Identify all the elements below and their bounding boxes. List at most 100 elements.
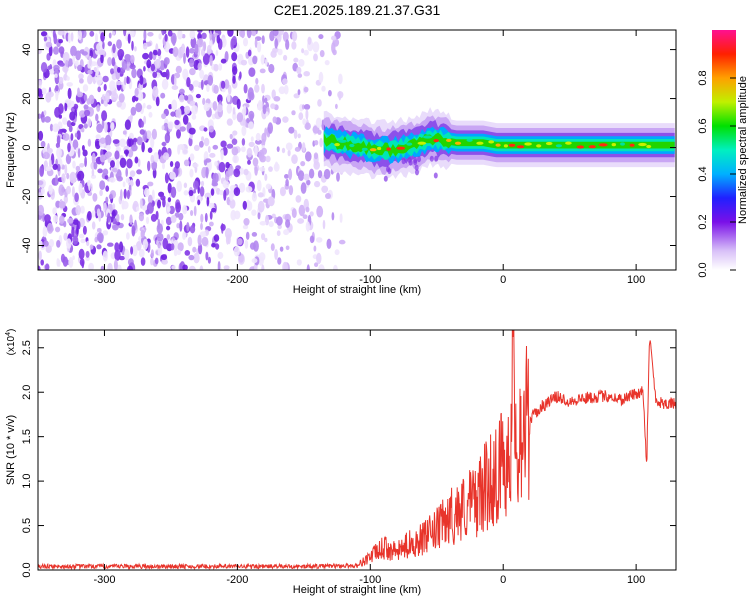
heatmap-noise-cell [233,168,241,178]
heatmap-hot-cell [476,141,484,145]
heatmap-noise-cell [296,66,302,74]
heatmap-noise-cell [217,261,221,270]
heatmap-noise-cell [111,92,119,101]
heatmap-noise-cell [303,71,311,77]
heatmap-noise-cell [261,233,266,241]
heatmap-noise-cell [140,229,145,239]
heatmap-noise-cell [283,229,290,236]
heatmap-noise-cell [261,138,266,147]
heatmap-noise-cell [54,106,61,118]
y-tick-label: 2.5 [21,340,33,355]
heatmap-hot-cell [349,143,355,148]
heatmap-hot-cell [524,142,532,146]
heatmap-noise-cell [164,33,168,42]
heatmap-noise-cell [293,93,300,99]
heatmap-noise-cell [130,30,134,36]
heatmap-noise-cell [227,30,234,37]
heatmap-noise-cell [331,35,337,41]
heatmap-noise-cell [161,30,165,36]
heatmap-noise-cell [161,141,167,147]
heatmap-noise-cell [88,94,95,105]
heatmap-hot-cell [386,147,392,151]
heatmap-noise-cell [224,79,230,90]
heatmap-noise-cell [45,41,53,48]
heatmap-noise-cell [146,59,152,69]
heatmap-noise-cell [150,154,155,164]
heatmap-noise-cell [201,32,207,39]
heatmap-noise-cell [268,221,274,228]
heatmap-noise-cell [56,163,61,172]
heatmap-noise-cell [114,242,120,252]
heatmap-noise-cell [253,240,259,252]
heatmap-noise-cell [171,99,178,111]
heatmap-noise-cell [270,103,276,109]
heatmap-noise-cell [62,256,69,267]
heatmap-noise-cell [139,129,145,135]
heatmap-noise-cell [41,117,46,123]
heatmap-noise-cell [232,107,236,115]
heatmap-noise-cell [208,125,214,133]
snr-series-line [38,330,676,570]
heatmap-noise-cell [212,101,218,111]
heatmap-noise-cell [234,210,241,220]
heatmap-noise-cell [81,145,85,151]
x-tick-label: -300 [93,574,115,586]
heatmap-noise-cell [54,73,58,78]
heatmap-noise-cell [96,208,101,217]
heatmap-hot-cell [638,142,647,147]
heatmap-noise-cell [248,110,255,120]
heatmap-noise-cell [39,165,44,177]
heatmap-noise-cell [63,232,68,241]
heatmap-noise-cell [268,63,275,74]
heatmap-noise-cell [326,238,332,249]
heatmap-noise-cell [220,140,227,148]
heatmap-noise-cell [96,244,102,250]
heatmap-noise-cell [47,65,53,70]
heatmap-noise-cell [91,221,96,230]
heatmap-noise-cell [288,168,293,181]
heatmap-noise-cell [78,182,83,194]
x-tick-label: -300 [93,274,115,286]
heatmap-noise-cell [259,166,266,172]
heatmap-noise-cell [126,158,133,169]
heatmap-noise-cell [105,185,110,192]
heatmap-noise-cell [91,152,96,164]
heatmap-noise-cell [147,147,153,153]
heatmap-noise-cell [203,137,210,147]
heatmap-noise-cell [164,172,169,184]
heatmap-noise-cell [66,172,70,180]
heatmap-noise-cell [215,49,219,57]
heatmap-noise-cell [110,122,115,131]
heatmap-noise-cell [333,264,338,270]
heatmap-noise-cell [86,240,90,247]
heatmap-noise-cell [116,100,122,108]
colorbar-tick-label: 0.0 [697,262,709,277]
heatmap-noise-cell [252,55,258,65]
heatmap-noise-cell [177,47,184,59]
heatmap-noise-cell [139,75,144,85]
heatmap-noise-cell [242,105,247,116]
heatmap-noise-cell [72,160,76,169]
heatmap-noise-cell [77,30,82,41]
heatmap-noise-cell [135,206,140,212]
heatmap-noise-cell [98,233,104,244]
heatmap-noise-cell [110,68,115,75]
heatmap-hot-cell [620,142,625,146]
heatmap-noise-cell [127,149,134,158]
heatmap-noise-cell [56,147,62,159]
heatmap-noise-cell [217,94,223,104]
heatmap-noise-cell [166,225,171,231]
heatmap-noise-cell [182,204,188,215]
heatmap-noise-cell [220,223,226,231]
heatmap-noise-cell [258,256,264,266]
heatmap-noise-cell [106,144,111,151]
heatmap-noise-cell [313,161,321,170]
heatmap-noise-cell [240,30,246,39]
heatmap-noise-cell [154,58,161,69]
heatmap-noise-cell [204,212,208,223]
snr-x-ticks: -300 -200 -100 0 100 [93,330,645,586]
heatmap-noise-cell [57,30,65,36]
heatmap-noise-cell [328,90,332,97]
heatmap-noise-cell [209,30,213,41]
heatmap-noise-cell [151,128,157,140]
